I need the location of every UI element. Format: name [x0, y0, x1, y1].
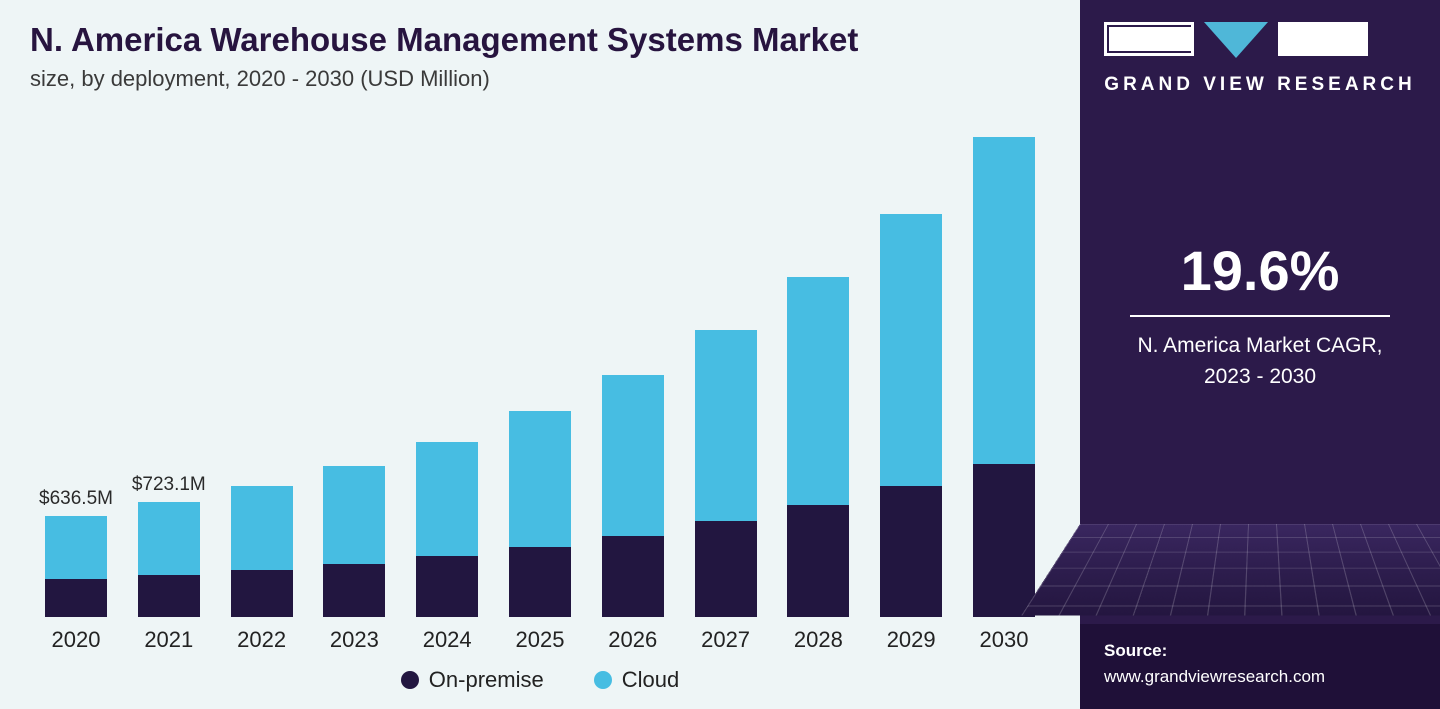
- source-label: Source:: [1104, 638, 1416, 664]
- source-url: www.grandviewresearch.com: [1104, 664, 1416, 690]
- decorative-grid-floor: [1021, 524, 1440, 615]
- xaxis-category-label: 2026: [608, 627, 657, 653]
- bar-stack: [695, 330, 757, 617]
- bar-segment-cloud: [880, 214, 942, 487]
- bar-segment-onpremise: [138, 575, 200, 617]
- xaxis-category-label: 2022: [237, 627, 286, 653]
- legend-swatch-onpremise: [401, 671, 419, 689]
- bar-segment-onpremise: [45, 579, 107, 617]
- bar-stack: [416, 442, 478, 617]
- xaxis-category-label: 2027: [701, 627, 750, 653]
- cagr-caption-line1: N. America Market CAGR,: [1137, 331, 1382, 361]
- bar-segment-cloud: [602, 375, 664, 536]
- bar-segment-onpremise: [231, 570, 293, 617]
- bar-segment-onpremise: [787, 505, 849, 617]
- bar-value-label: $723.1M: [132, 474, 206, 496]
- bar-group: 2022: [216, 486, 308, 653]
- legend-swatch-cloud: [594, 671, 612, 689]
- legend-item-onpremise: On-premise: [401, 667, 544, 693]
- legend-item-cloud: Cloud: [594, 667, 679, 693]
- bar-group: 2026: [587, 375, 679, 653]
- chart-legend: On-premise Cloud: [30, 653, 1050, 699]
- legend-label-cloud: Cloud: [622, 667, 679, 693]
- bar-segment-cloud: [973, 137, 1035, 464]
- brand-logo-rect-right: [1278, 22, 1368, 56]
- brand-logo-triangle-icon: [1204, 22, 1268, 58]
- bar-stack: [787, 277, 849, 617]
- bar-group: 2030: [958, 137, 1050, 653]
- source-citation: Source: www.grandviewresearch.com: [1080, 624, 1440, 709]
- bar-segment-onpremise: [602, 536, 664, 617]
- xaxis-category-label: 2024: [423, 627, 472, 653]
- stacked-bar-chart: $636.5M 2020 $723.1M 2021 2022 2023 2024 2025 20…: [30, 102, 1050, 653]
- bar-segment-onpremise: [695, 521, 757, 617]
- chart-subtitle: size, by deployment, 2020 - 2030 (USD Mi…: [30, 66, 1050, 92]
- xaxis-category-label: 2021: [144, 627, 193, 653]
- bar-segment-cloud: [787, 277, 849, 505]
- bar-segment-onpremise: [323, 564, 385, 617]
- bar-stack: [602, 375, 664, 617]
- bar-group: 2023: [308, 466, 400, 653]
- brand-logo-rect-left: [1104, 22, 1194, 56]
- cagr-divider: [1130, 315, 1390, 317]
- xaxis-category-label: 2023: [330, 627, 379, 653]
- bar-stack: [509, 411, 571, 617]
- brand-logo-shapes: [1104, 22, 1416, 64]
- cagr-stat: 19.6% N. America Market CAGR, 2023 - 203…: [1080, 106, 1440, 524]
- bar-group: 2027: [680, 330, 772, 653]
- bar-stack: [973, 137, 1035, 617]
- cagr-caption-line2: 2023 - 2030: [1137, 362, 1382, 392]
- bar-group: 2029: [865, 214, 957, 653]
- bar-group: 2028: [772, 277, 864, 653]
- bar-segment-cloud: [416, 442, 478, 557]
- chart-panel: N. America Warehouse Management Systems …: [0, 0, 1080, 709]
- bar-stack: $723.1M: [138, 502, 200, 617]
- bar-group: $723.1M 2021: [123, 502, 215, 653]
- xaxis-category-label: 2020: [52, 627, 101, 653]
- bar-stack: [323, 466, 385, 617]
- chart-title: N. America Warehouse Management Systems …: [30, 20, 1050, 60]
- bar-segment-cloud: [323, 466, 385, 564]
- brand-logo: GRAND VIEW RESEARCH: [1080, 0, 1440, 106]
- xaxis-category-label: 2025: [516, 627, 565, 653]
- bar-stack: $636.5M: [45, 516, 107, 617]
- bar-segment-onpremise: [509, 547, 571, 617]
- bar-segment-cloud: [695, 330, 757, 521]
- bar-segment-onpremise: [416, 556, 478, 617]
- xaxis-category-label: 2030: [979, 627, 1028, 653]
- bar-stack: [880, 214, 942, 617]
- bar-segment-onpremise: [973, 464, 1035, 617]
- bar-segment-cloud: [509, 411, 571, 547]
- brand-name: GRAND VIEW RESEARCH: [1104, 74, 1416, 96]
- legend-label-onpremise: On-premise: [429, 667, 544, 693]
- bar-segment-cloud: [45, 516, 107, 579]
- xaxis-category-label: 2029: [887, 627, 936, 653]
- bar-group: 2024: [401, 442, 493, 653]
- sidebar-panel: GRAND VIEW RESEARCH 19.6% N. America Mar…: [1080, 0, 1440, 709]
- xaxis-category-label: 2028: [794, 627, 843, 653]
- bar-group: 2025: [494, 411, 586, 653]
- bar-group: $636.5M 2020: [30, 516, 122, 653]
- bar-segment-cloud: [138, 502, 200, 575]
- cagr-value: 19.6%: [1181, 238, 1340, 303]
- bar-segment-cloud: [231, 486, 293, 570]
- bar-value-label: $636.5M: [39, 488, 113, 510]
- bar-stack: [231, 486, 293, 617]
- bar-segment-onpremise: [880, 486, 942, 617]
- cagr-caption: N. America Market CAGR, 2023 - 2030: [1137, 331, 1382, 392]
